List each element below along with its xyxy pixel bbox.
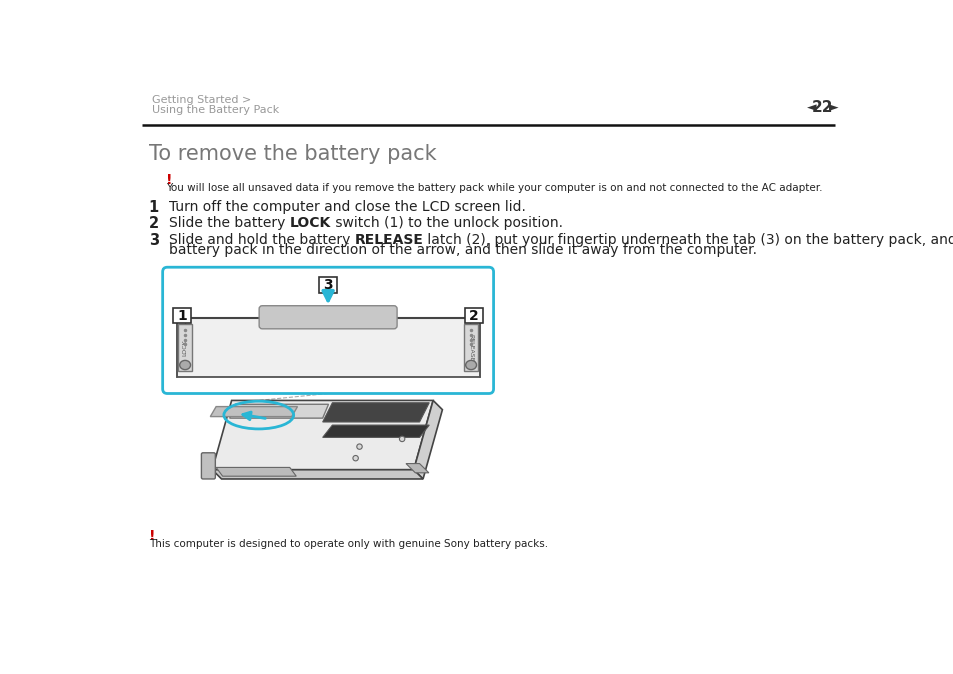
- Polygon shape: [212, 470, 422, 479]
- Text: Getting Started >: Getting Started >: [152, 95, 251, 104]
- Polygon shape: [230, 404, 328, 418]
- Polygon shape: [406, 464, 429, 472]
- Text: ►: ►: [828, 101, 838, 115]
- Text: RELEASE: RELEASE: [468, 334, 473, 361]
- Text: 3: 3: [149, 233, 158, 247]
- Circle shape: [353, 456, 358, 461]
- Polygon shape: [322, 403, 429, 422]
- FancyBboxPatch shape: [201, 453, 215, 479]
- Circle shape: [399, 436, 404, 441]
- Text: LOCK: LOCK: [290, 216, 331, 231]
- Text: latch (2), put your fingertip underneath the tab (3) on the battery pack, and li: latch (2), put your fingertip underneath…: [423, 233, 953, 247]
- Text: This computer is designed to operate only with genuine Sony battery packs.: This computer is designed to operate onl…: [149, 539, 547, 549]
- Text: !: !: [149, 529, 155, 543]
- Text: RELEASE: RELEASE: [355, 233, 423, 247]
- Polygon shape: [216, 468, 296, 477]
- Text: 1: 1: [149, 200, 159, 215]
- Text: 1: 1: [177, 309, 187, 323]
- Text: 22: 22: [811, 100, 833, 115]
- Polygon shape: [414, 400, 442, 479]
- Text: battery pack in the direction of the arrow, and then slide it away from the comp: battery pack in the direction of the arr…: [169, 243, 756, 257]
- Text: You will lose all unsaved data if you remove the battery pack while your compute: You will lose all unsaved data if you re…: [166, 183, 821, 193]
- Text: Turn off the computer and close the LCD screen lid.: Turn off the computer and close the LCD …: [169, 200, 525, 214]
- Polygon shape: [322, 425, 429, 437]
- Text: Slide and hold the battery: Slide and hold the battery: [169, 233, 355, 247]
- Circle shape: [356, 444, 362, 450]
- Bar: [178, 324, 192, 371]
- Text: LOCK: LOCK: [182, 339, 188, 356]
- Polygon shape: [212, 400, 433, 470]
- Bar: [464, 324, 477, 371]
- FancyBboxPatch shape: [464, 308, 483, 324]
- FancyBboxPatch shape: [172, 308, 192, 324]
- Text: 2: 2: [149, 216, 158, 231]
- FancyBboxPatch shape: [259, 306, 396, 329]
- Text: To remove the battery pack: To remove the battery pack: [149, 144, 436, 164]
- Text: Slide the battery: Slide the battery: [169, 216, 290, 231]
- Text: switch (1) to the unlock position.: switch (1) to the unlock position.: [331, 216, 562, 231]
- Text: 2: 2: [469, 309, 478, 323]
- FancyBboxPatch shape: [162, 267, 493, 394]
- Text: !: !: [166, 173, 172, 187]
- Polygon shape: [210, 406, 297, 417]
- Ellipse shape: [179, 361, 191, 369]
- Text: Using the Battery Pack: Using the Battery Pack: [152, 104, 279, 115]
- Bar: [176, 318, 479, 377]
- Text: ◄: ◄: [805, 101, 815, 115]
- Text: 3: 3: [323, 278, 333, 292]
- FancyBboxPatch shape: [318, 277, 337, 293]
- Ellipse shape: [465, 361, 476, 369]
